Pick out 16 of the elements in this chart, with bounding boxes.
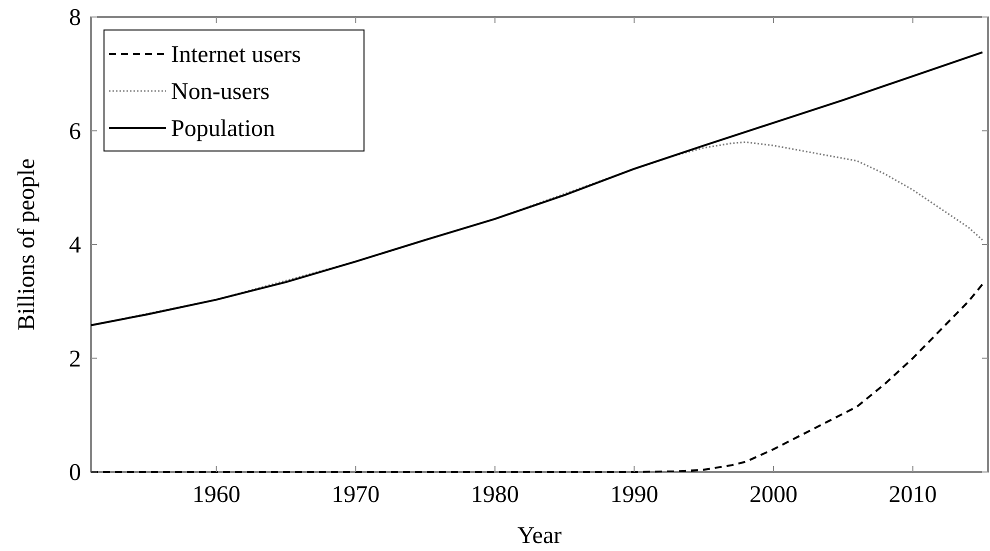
y-axis-title: Billions of people bbox=[14, 158, 40, 330]
y-tick-label: 8 bbox=[69, 5, 81, 31]
legend-label: Internet users bbox=[171, 42, 301, 68]
y-tick-label: 6 bbox=[69, 118, 81, 145]
legend-label: Non-users bbox=[171, 79, 270, 105]
x-tick-label: 2000 bbox=[750, 482, 798, 508]
x-tick-label: 1960 bbox=[192, 482, 240, 508]
x-tick-label: 1990 bbox=[610, 482, 658, 508]
legend-label: Population bbox=[171, 116, 276, 142]
x-tick-label: 1980 bbox=[470, 482, 519, 508]
y-tick-label: 4 bbox=[69, 232, 81, 258]
x-axis-title: Year bbox=[517, 523, 562, 549]
x-tick-label: 2010 bbox=[888, 482, 937, 508]
x-tick-label: 1970 bbox=[332, 482, 380, 508]
y-tick-label: 0 bbox=[69, 460, 81, 486]
y-tick-label: 2 bbox=[69, 346, 81, 372]
